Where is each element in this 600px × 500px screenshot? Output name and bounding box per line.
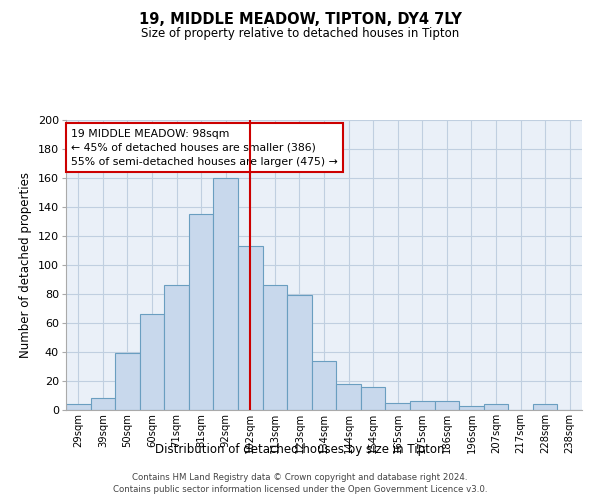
Bar: [115, 354, 140, 410]
Text: Size of property relative to detached houses in Tipton: Size of property relative to detached ho…: [141, 28, 459, 40]
Y-axis label: Number of detached properties: Number of detached properties: [19, 172, 32, 358]
Bar: [91, 398, 115, 410]
Text: Distribution of detached houses by size in Tipton: Distribution of detached houses by size …: [155, 442, 445, 456]
Bar: [140, 314, 164, 410]
Bar: [410, 402, 434, 410]
Bar: [66, 404, 91, 410]
Bar: [164, 286, 189, 410]
Bar: [287, 296, 312, 410]
Text: 19, MIDDLE MEADOW, TIPTON, DY4 7LY: 19, MIDDLE MEADOW, TIPTON, DY4 7LY: [139, 12, 461, 28]
Bar: [312, 360, 336, 410]
Bar: [336, 384, 361, 410]
Bar: [189, 214, 214, 410]
Bar: [238, 246, 263, 410]
Bar: [263, 286, 287, 410]
Bar: [459, 406, 484, 410]
Bar: [484, 404, 508, 410]
Bar: [361, 387, 385, 410]
Bar: [385, 403, 410, 410]
Bar: [533, 404, 557, 410]
Text: Contains HM Land Registry data © Crown copyright and database right 2024.: Contains HM Land Registry data © Crown c…: [132, 472, 468, 482]
Text: 19 MIDDLE MEADOW: 98sqm
← 45% of detached houses are smaller (386)
55% of semi-d: 19 MIDDLE MEADOW: 98sqm ← 45% of detache…: [71, 128, 338, 166]
Bar: [434, 402, 459, 410]
Bar: [214, 178, 238, 410]
Text: Contains public sector information licensed under the Open Government Licence v3: Contains public sector information licen…: [113, 485, 487, 494]
